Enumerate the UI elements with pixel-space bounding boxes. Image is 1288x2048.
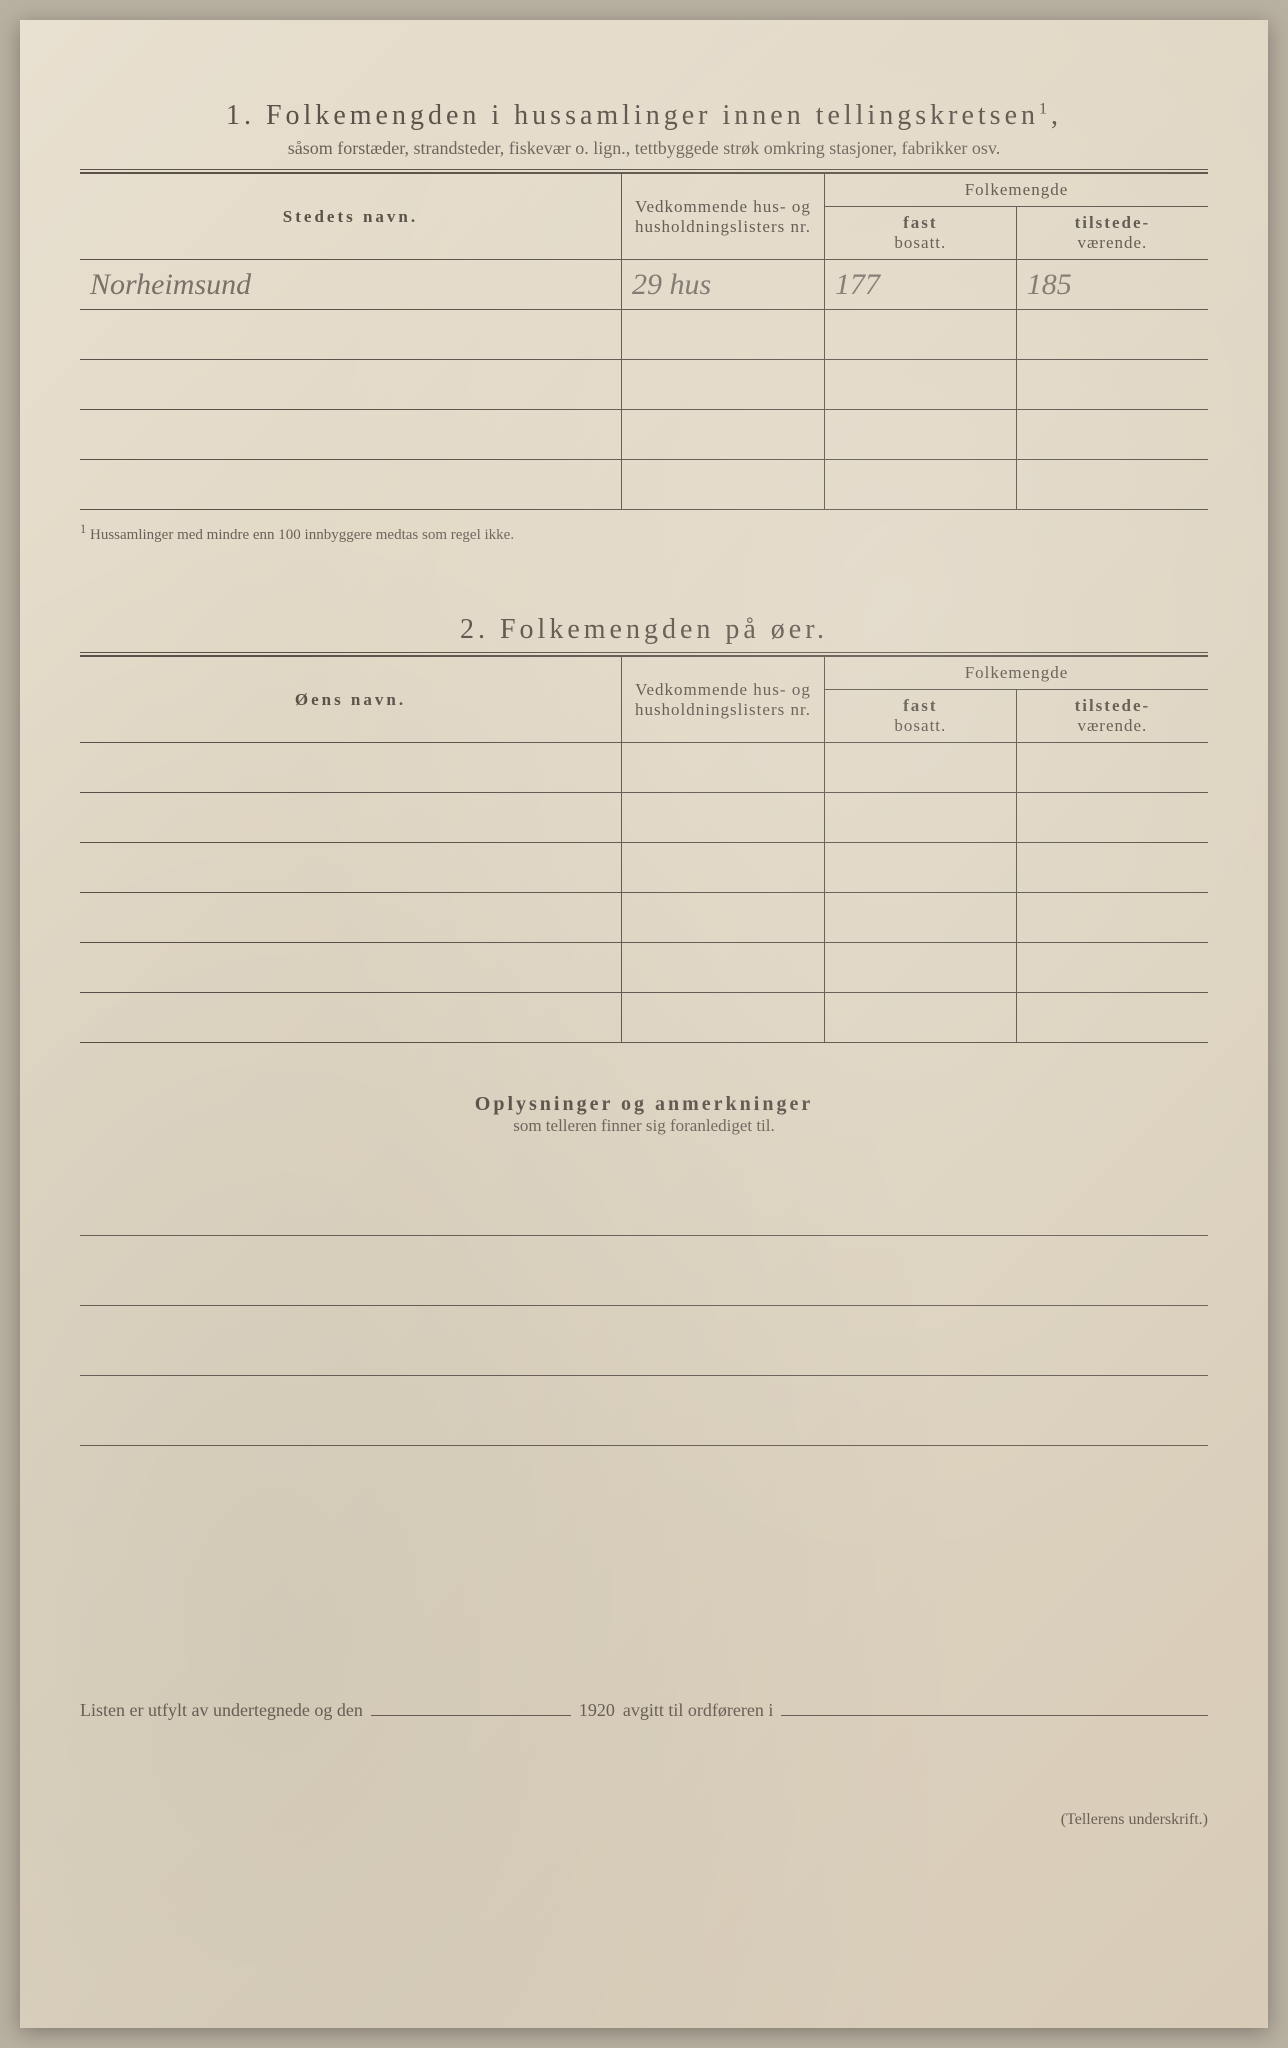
section1-sup: 1 [1039, 101, 1051, 118]
section1-tbody: Norheimsund 29 hus 177 185 [80, 260, 1208, 510]
col-lists-header: Vedkommende hus- og husholdningslisters … [621, 174, 824, 260]
section2-number: 2. [460, 614, 489, 645]
cell-lists [621, 793, 824, 843]
sig-blank-place [781, 1696, 1208, 1716]
remarks-lines [80, 1166, 1208, 1446]
cell-til: 185 [1016, 260, 1208, 310]
section1-title-text: Folkemengden i hussamlinger innen tellin… [266, 100, 1039, 131]
section1-table: Stedets navn. Vedkommende hus- og hushol… [80, 173, 1208, 510]
sig-blank-date [371, 1696, 571, 1716]
table-row [80, 793, 1208, 843]
sig-mid: avgitt til ordføreren i [623, 1700, 773, 1721]
col-lists-header: Vedkommende hus- og husholdningslisters … [621, 657, 824, 743]
cell-name [80, 793, 621, 843]
table-row [80, 310, 1208, 360]
cell-til [1016, 460, 1208, 510]
section2-tbody [80, 743, 1208, 1043]
cell-fast [824, 460, 1016, 510]
table-row [80, 843, 1208, 893]
cell-name [80, 310, 621, 360]
col-name-header: Stedets navn. [80, 174, 621, 260]
cell-lists [621, 993, 824, 1043]
cell-lists [621, 460, 824, 510]
cell-name [80, 360, 621, 410]
section2-table: Øens navn. Vedkommende hus- og husholdni… [80, 656, 1208, 1043]
oplysninger-subtitle: som telleren finner sig foranlediget til… [80, 1116, 1208, 1136]
cell-lists: 29 hus [621, 260, 824, 310]
cell-name [80, 893, 621, 943]
col-til-header: tilstede- værende. [1016, 690, 1208, 743]
cell-lists [621, 310, 824, 360]
cell-name [80, 943, 621, 993]
cell-til [1016, 843, 1208, 893]
cell-fast [824, 893, 1016, 943]
section2-title: 2. Folkemengden på øer. [80, 614, 1208, 646]
table-row [80, 743, 1208, 793]
oplysninger-title: Oplysninger og anmerkninger [80, 1093, 1208, 1116]
col-name-header: Øens navn. [80, 657, 621, 743]
blank-line [80, 1306, 1208, 1376]
section1-subtitle: såsom forstæder, strandsteder, fiskevær … [80, 138, 1208, 159]
col-folk-header: Folkemengde [824, 657, 1208, 690]
cell-fast [824, 360, 1016, 410]
table-row [80, 993, 1208, 1043]
cell-fast: 177 [824, 260, 1016, 310]
cell-til [1016, 893, 1208, 943]
cell-fast [824, 843, 1016, 893]
cell-lists [621, 410, 824, 460]
cell-lists [621, 360, 824, 410]
blank-line [80, 1166, 1208, 1236]
blank-line [80, 1236, 1208, 1306]
table-row [80, 410, 1208, 460]
cell-til [1016, 793, 1208, 843]
cell-lists [621, 943, 824, 993]
section1-footnote: 1 Hussamlinger med mindre enn 100 innbyg… [80, 522, 1208, 544]
cell-lists [621, 843, 824, 893]
sig-year: 1920 [579, 1700, 615, 1721]
col-fast-header: fast bosatt. [824, 207, 1016, 260]
cell-til [1016, 410, 1208, 460]
cell-fast [824, 793, 1016, 843]
cell-til [1016, 743, 1208, 793]
cell-fast [824, 743, 1016, 793]
table-row [80, 943, 1208, 993]
table-row: Norheimsund 29 hus 177 185 [80, 260, 1208, 310]
section1-number: 1. [226, 100, 255, 131]
cell-name [80, 993, 621, 1043]
signature-label: (Tellerens underskrift.) [80, 1811, 1208, 1829]
cell-name [80, 843, 621, 893]
cell-lists [621, 743, 824, 793]
section1-title: 1. Folkemengden i hussamlinger innen tel… [80, 100, 1208, 132]
cell-fast [824, 410, 1016, 460]
cell-name [80, 410, 621, 460]
cell-name: Norheimsund [80, 260, 621, 310]
signature-line: Listen er utfylt av undertegnede og den … [80, 1696, 1208, 1721]
cell-name [80, 743, 621, 793]
col-folk-header: Folkemengde [824, 174, 1208, 207]
table-row [80, 893, 1208, 943]
col-til-header: tilstede- værende. [1016, 207, 1208, 260]
section2-title-text: Folkemengden på øer. [500, 614, 828, 645]
cell-til [1016, 310, 1208, 360]
blank-line [80, 1376, 1208, 1446]
table-row [80, 460, 1208, 510]
sig-prefix: Listen er utfylt av undertegnede og den [80, 1700, 363, 1721]
cell-name [80, 460, 621, 510]
col-fast-header: fast bosatt. [824, 690, 1016, 743]
cell-fast [824, 993, 1016, 1043]
table-row [80, 360, 1208, 410]
cell-til [1016, 943, 1208, 993]
cell-fast [824, 943, 1016, 993]
cell-til [1016, 360, 1208, 410]
census-form-page: 1. Folkemengden i hussamlinger innen tel… [20, 20, 1268, 2028]
cell-til [1016, 993, 1208, 1043]
cell-lists [621, 893, 824, 943]
cell-fast [824, 310, 1016, 360]
